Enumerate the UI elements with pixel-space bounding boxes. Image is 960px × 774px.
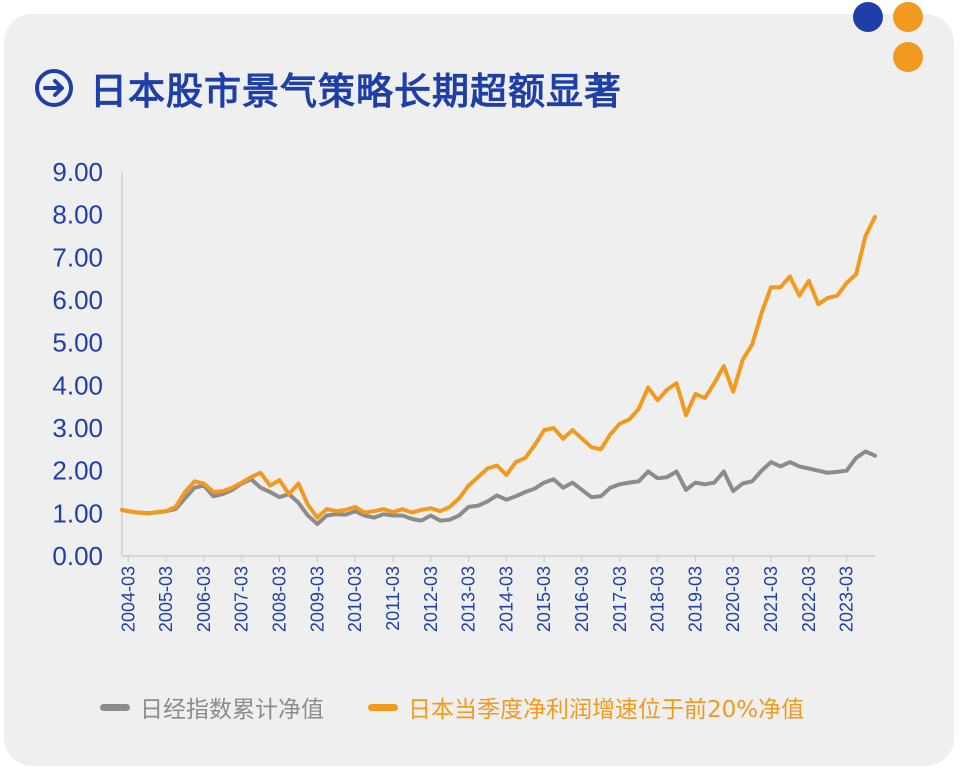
y-tick-label: 1.00	[52, 498, 103, 528]
y-tick-label: 0.00	[52, 541, 103, 571]
x-axis-ticks: 2004-03 2005-03 2006-03 2007-03 2008-03 2009-…	[118, 556, 857, 632]
y-tick-label: 4.00	[52, 370, 103, 400]
x-tick-label: 2011-03	[383, 566, 403, 631]
x-tick-label: 2009-03	[307, 566, 327, 632]
x-tick-label: 2021-03	[761, 566, 781, 632]
legend-label-top20: 日本当季度净利润增速位于前20%净值	[408, 697, 805, 723]
legend-swatch-gray	[100, 703, 130, 711]
x-tick-label: 2016-03	[572, 566, 592, 632]
x-tick-label: 2014-03	[496, 566, 516, 632]
title-row: 日本股市景气策略长期超额显著	[34, 66, 622, 113]
y-tick-label: 9.00	[52, 157, 103, 187]
legend-label-nikkei: 日经指数累计净值	[140, 697, 324, 723]
x-tick-label: 2015-03	[534, 566, 554, 632]
legend-item-nikkei: 日经指数累计净值	[100, 690, 324, 724]
x-tick-label: 2008-03	[270, 566, 290, 632]
chart-card	[4, 14, 954, 766]
x-tick-label: 2010-03	[345, 566, 365, 632]
y-tick-label: 2.00	[52, 456, 103, 486]
x-tick-label: 2023-03	[837, 566, 857, 632]
series-line-top20	[120, 214, 877, 520]
y-tick-label: 3.00	[52, 413, 103, 443]
arrow-right-circle-icon	[35, 69, 73, 107]
y-tick-label: 7.00	[52, 242, 103, 272]
decor-dot-orange-top	[893, 2, 923, 32]
x-tick-label: 2013-03	[459, 566, 479, 632]
x-tick-label: 2004-03	[118, 566, 138, 632]
y-tick-label: 8.00	[52, 200, 103, 230]
x-tick-label: 2022-03	[799, 566, 819, 632]
x-tick-label: 2006-03	[194, 566, 214, 632]
legend-swatch-orange	[368, 703, 398, 711]
x-tick-label: 2005-03	[156, 566, 176, 632]
x-tick-label: 2018-03	[648, 566, 668, 632]
x-tick-label: 2012-03	[421, 566, 441, 632]
legend-item-top20: 日本当季度净利润增速位于前20%净值	[368, 690, 804, 724]
y-axis-ticks: 0.00 1.00 2.00 3.00 4.00 5.00 6.00 7.00 8.00 9.00	[52, 157, 103, 571]
y-tick-label: 6.00	[52, 285, 103, 315]
x-tick-label: 2019-03	[685, 566, 705, 632]
legend: 日经指数累计净值 日本当季度净利润增速位于前20%净值	[100, 690, 848, 724]
y-tick-label: 5.00	[52, 328, 103, 358]
x-tick-label: 2020-03	[723, 566, 743, 632]
chart-axes	[121, 172, 875, 557]
x-tick-label: 2007-03	[232, 566, 252, 632]
series-lines	[120, 214, 877, 526]
decor-dot-orange-bottom	[893, 42, 923, 72]
decor-dot-blue	[853, 2, 883, 32]
x-tick-label: 2017-03	[610, 566, 630, 632]
chart-title: 日本股市景气策略长期超额显著	[90, 70, 622, 113]
